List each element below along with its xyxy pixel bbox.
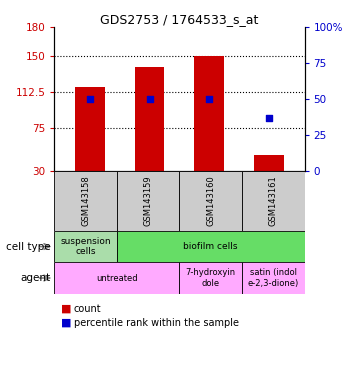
Bar <box>254 155 284 171</box>
Bar <box>179 262 242 294</box>
Bar <box>179 171 242 231</box>
Text: GSM143158: GSM143158 <box>81 175 90 227</box>
Text: satin (indol
e-2,3-dione): satin (indol e-2,3-dione) <box>247 268 299 288</box>
Text: count: count <box>74 304 101 314</box>
Text: 7-hydroxyin
dole: 7-hydroxyin dole <box>186 268 236 288</box>
Text: GSM143159: GSM143159 <box>144 176 153 226</box>
Bar <box>117 231 304 262</box>
Bar <box>242 171 304 231</box>
Text: GSM143160: GSM143160 <box>206 175 215 227</box>
Text: ■: ■ <box>61 318 72 328</box>
Point <box>206 96 212 102</box>
Text: untreated: untreated <box>96 273 138 283</box>
Bar <box>54 171 117 231</box>
Text: suspension
cells: suspension cells <box>60 237 111 256</box>
Text: GSM143161: GSM143161 <box>269 175 278 227</box>
Text: agent: agent <box>21 273 51 283</box>
Text: ■: ■ <box>61 304 72 314</box>
Text: percentile rank within the sample: percentile rank within the sample <box>74 318 238 328</box>
Text: biofilm cells: biofilm cells <box>183 242 238 251</box>
Point <box>87 96 93 102</box>
Bar <box>194 56 224 171</box>
Bar <box>117 171 179 231</box>
Bar <box>54 262 179 294</box>
Text: cell type: cell type <box>6 242 51 252</box>
Bar <box>242 262 304 294</box>
Bar <box>135 67 164 171</box>
Point <box>147 96 152 102</box>
Bar <box>54 231 117 262</box>
Bar <box>75 86 105 171</box>
Point <box>266 115 272 121</box>
Title: GDS2753 / 1764533_s_at: GDS2753 / 1764533_s_at <box>100 13 259 26</box>
